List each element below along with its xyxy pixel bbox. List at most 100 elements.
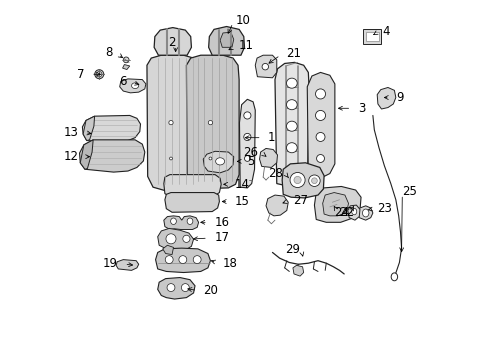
Polygon shape (154, 28, 191, 55)
Polygon shape (155, 248, 210, 273)
Ellipse shape (315, 132, 325, 141)
Text: 29: 29 (285, 243, 300, 256)
Polygon shape (376, 87, 395, 109)
Ellipse shape (308, 175, 320, 186)
Ellipse shape (244, 134, 250, 140)
Text: 17: 17 (214, 231, 229, 244)
Ellipse shape (286, 121, 297, 131)
Ellipse shape (165, 256, 173, 264)
Text: 21: 21 (285, 47, 300, 60)
Polygon shape (220, 32, 233, 47)
Ellipse shape (181, 284, 189, 292)
Text: 25: 25 (402, 185, 416, 198)
Ellipse shape (315, 111, 325, 121)
Ellipse shape (315, 89, 325, 99)
Polygon shape (347, 205, 359, 220)
Text: 4: 4 (381, 25, 388, 38)
Text: 2: 2 (168, 36, 175, 49)
Bar (365, 32, 378, 41)
Text: 23: 23 (376, 202, 391, 215)
Text: 8: 8 (105, 46, 113, 59)
Ellipse shape (351, 208, 356, 215)
Polygon shape (163, 216, 198, 229)
Ellipse shape (311, 178, 317, 184)
Polygon shape (80, 140, 144, 172)
Text: 7: 7 (77, 68, 84, 81)
Ellipse shape (286, 78, 297, 88)
Polygon shape (314, 186, 360, 222)
Polygon shape (357, 206, 372, 220)
Polygon shape (163, 175, 221, 197)
Ellipse shape (289, 172, 305, 188)
Ellipse shape (96, 72, 102, 77)
Text: 13: 13 (63, 126, 79, 139)
Text: 22: 22 (339, 206, 353, 219)
Ellipse shape (293, 176, 301, 184)
Text: 9: 9 (395, 91, 403, 104)
Ellipse shape (208, 121, 212, 125)
Text: 27: 27 (292, 194, 307, 207)
Polygon shape (208, 27, 244, 55)
Ellipse shape (193, 256, 201, 264)
Ellipse shape (123, 57, 129, 63)
Text: 3: 3 (357, 102, 365, 115)
Text: 10: 10 (235, 14, 250, 27)
Bar (362, 30, 381, 44)
Ellipse shape (262, 63, 268, 70)
Ellipse shape (183, 235, 190, 242)
Ellipse shape (187, 218, 192, 225)
Polygon shape (259, 148, 277, 167)
Polygon shape (274, 62, 308, 187)
Polygon shape (306, 72, 334, 178)
Text: 28: 28 (267, 167, 282, 180)
Polygon shape (265, 195, 287, 216)
Polygon shape (147, 55, 199, 191)
Polygon shape (239, 99, 255, 188)
Polygon shape (80, 140, 93, 169)
Ellipse shape (316, 154, 324, 162)
Polygon shape (164, 193, 219, 212)
Polygon shape (158, 228, 193, 251)
Ellipse shape (244, 156, 250, 161)
Ellipse shape (286, 100, 297, 110)
Text: 6: 6 (119, 75, 126, 88)
Polygon shape (322, 193, 348, 216)
Ellipse shape (286, 143, 297, 153)
Polygon shape (82, 116, 140, 142)
Ellipse shape (95, 70, 103, 79)
Polygon shape (203, 151, 233, 173)
Ellipse shape (168, 121, 173, 125)
Text: 26: 26 (243, 146, 258, 159)
Ellipse shape (169, 157, 172, 160)
Polygon shape (282, 163, 324, 198)
Ellipse shape (244, 112, 250, 119)
Text: 16: 16 (214, 216, 229, 229)
Text: 11: 11 (238, 39, 253, 52)
Text: 15: 15 (234, 195, 249, 208)
Ellipse shape (390, 273, 397, 281)
Text: 5: 5 (247, 155, 254, 168)
Ellipse shape (179, 256, 186, 264)
Ellipse shape (165, 234, 176, 244)
Polygon shape (255, 55, 276, 78)
Ellipse shape (170, 218, 176, 225)
Ellipse shape (208, 157, 211, 160)
Text: 19: 19 (103, 257, 118, 270)
Polygon shape (122, 64, 129, 69)
Ellipse shape (167, 284, 175, 292)
Text: 20: 20 (203, 284, 218, 297)
Polygon shape (186, 55, 239, 189)
Ellipse shape (131, 83, 139, 89)
Text: 24: 24 (333, 206, 348, 219)
Text: 12: 12 (63, 150, 78, 163)
Polygon shape (292, 265, 303, 276)
Ellipse shape (362, 209, 368, 217)
Text: 1: 1 (267, 131, 275, 144)
Ellipse shape (215, 158, 224, 165)
Text: 18: 18 (222, 257, 237, 270)
Polygon shape (163, 245, 173, 255)
Polygon shape (120, 79, 145, 93)
Polygon shape (158, 278, 195, 299)
Text: 14: 14 (234, 178, 249, 191)
Polygon shape (116, 260, 139, 270)
